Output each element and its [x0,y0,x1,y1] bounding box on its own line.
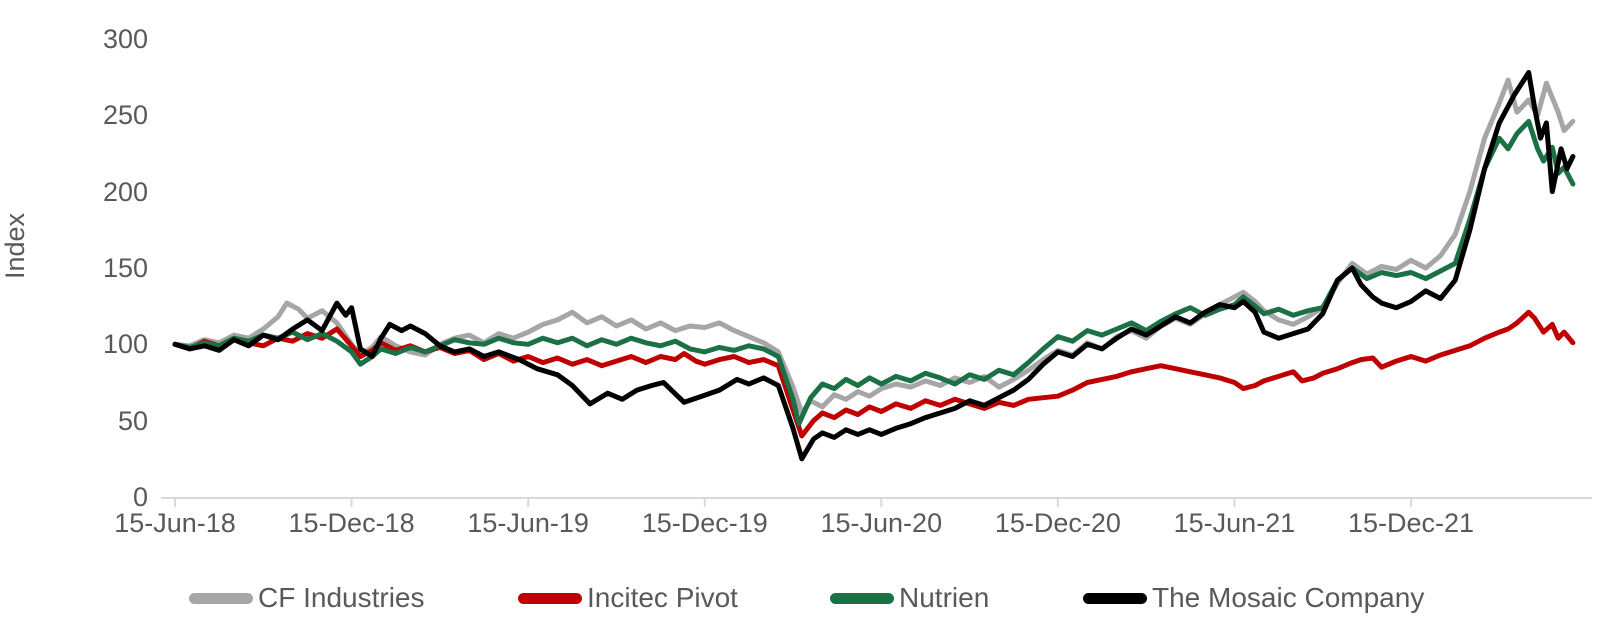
series-line-nutrien [172,118,1576,427]
y-axis-title: Index [0,212,30,280]
x-tick-label: 15-Jun-18 [114,508,236,538]
x-tick-label: 15-Jun-21 [1173,508,1296,538]
legend-swatch-icon [830,592,894,604]
y-tick-label: 150 [102,252,148,283]
x-axis-ticks [174,498,1412,507]
legend-swatch-icon [1083,592,1147,604]
y-tick-label: 0 [132,482,148,512]
legend-item-the-mosaic-company: The Mosaic Company [1083,582,1424,614]
x-tick-label: 15-Dec-19 [641,508,768,538]
legend-label: Incitec Pivot [587,582,738,613]
y-tick-label: 250 [102,100,148,131]
legend-item-incitec-pivot: Incitec Pivot [518,582,738,614]
series-line-cf-industries [172,77,1576,416]
legend-label: Nutrien [899,582,990,613]
x-tick-label: 15-Dec-18 [288,508,415,538]
series-lines [172,70,1576,462]
x-tick-label: 15-Dec-21 [1347,508,1475,538]
x-tick-label: 15-Jun-19 [467,508,589,538]
x-tick-label: 15-Dec-20 [994,508,1121,538]
y-tick-label: 100 [102,329,148,360]
legend-label: CF Industries [258,582,425,613]
legend-label: The Mosaic Company [1152,582,1425,613]
legend-item-nutrien: Nutrien [830,582,989,614]
legend-swatch-icon [189,592,253,604]
y-tick-label: 50 [117,405,148,436]
legend-swatch-icon [518,592,582,604]
x-tick-label: 15-Jun-20 [820,508,943,538]
series-line-the-mosaic-company [172,70,1576,462]
y-tick-label: 200 [102,176,148,207]
legend-item-cf-industries: CF Industries [189,582,425,614]
y-tick-label: 300 [102,23,148,54]
